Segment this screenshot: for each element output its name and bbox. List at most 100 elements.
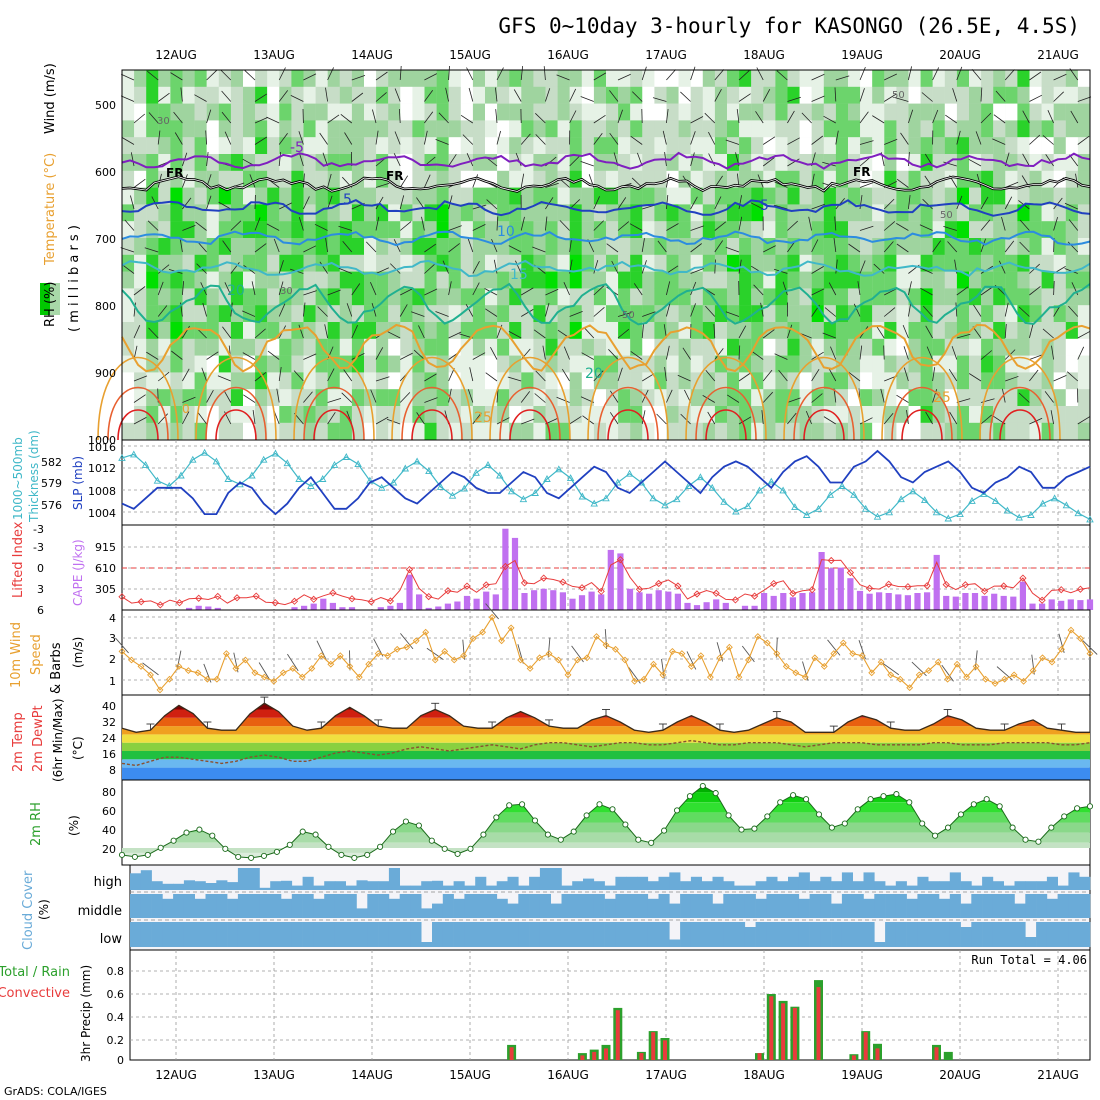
wind-barb — [859, 417, 873, 425]
thickness-point — [755, 486, 764, 494]
rh-cell — [279, 406, 292, 423]
rh-cell — [823, 137, 836, 155]
wind-speed-point — [555, 656, 562, 664]
rh-point — [1048, 824, 1055, 831]
wind-barb — [736, 109, 740, 124]
rh-cell — [472, 137, 486, 155]
wind-barb — [741, 645, 755, 663]
cape-bar — [703, 602, 710, 610]
rh-cell — [920, 305, 933, 323]
wind-barb — [298, 152, 304, 167]
rh-cell — [533, 271, 546, 289]
rh-cell — [279, 305, 292, 323]
rh-cell — [666, 137, 679, 155]
rh-cell — [1041, 288, 1054, 306]
lifted-index-point — [750, 592, 759, 600]
rh-cell — [642, 103, 655, 121]
rh-cell — [920, 137, 933, 155]
rh-cell — [472, 70, 486, 87]
wind-barb — [569, 155, 580, 167]
cloud-bar — [302, 922, 314, 947]
cape-bar — [722, 602, 729, 610]
thickness-point — [1062, 501, 1071, 509]
rh-cell — [666, 120, 679, 138]
lifted-index-point — [118, 593, 126, 601]
cloud-bar — [626, 894, 638, 918]
wind-speed-point — [583, 654, 591, 662]
rh-cell — [243, 389, 256, 407]
rh-point — [260, 852, 268, 859]
rh-cell — [364, 204, 377, 222]
rh-cell — [533, 154, 546, 171]
cape-label: CAPE (J/kg) — [71, 539, 85, 606]
wind-barb — [973, 304, 982, 317]
rh-cell — [630, 305, 643, 323]
rh-cell — [509, 86, 522, 104]
rh-cell — [799, 221, 812, 239]
wind-speed-tick: 4 — [109, 612, 116, 625]
rh-cell — [642, 204, 655, 222]
rh-cell — [775, 338, 788, 356]
wind-speed-point — [915, 671, 923, 679]
rh-cell — [158, 120, 171, 138]
wind-barb — [859, 140, 874, 145]
rh-legend-swatch-light — [50, 283, 60, 315]
cloud-bar — [1068, 922, 1080, 947]
wind-barb — [133, 417, 147, 425]
bottom-date-label: 19AUG — [841, 1068, 883, 1082]
rh-cell — [1053, 154, 1066, 171]
wind-barb — [702, 395, 716, 403]
rh-cell — [642, 254, 655, 272]
rh-cell — [618, 187, 631, 205]
rh-cell — [884, 70, 897, 87]
cloud-bar — [701, 922, 713, 947]
cape-bar — [425, 607, 432, 610]
rh-cell — [593, 355, 607, 373]
cloud-bar — [637, 922, 649, 947]
precip-tick: 0.8 — [107, 965, 125, 978]
rh-cell — [122, 389, 135, 407]
rh-cell — [158, 389, 171, 407]
wind-barb — [726, 394, 740, 403]
cloud-bar — [1036, 894, 1048, 918]
rh-cell — [206, 120, 219, 138]
rh-cell — [835, 322, 849, 339]
wind-barb — [194, 94, 207, 102]
rh-cell — [255, 154, 268, 171]
rh-cell — [848, 406, 861, 423]
wind-barb — [690, 116, 704, 124]
thickness-point — [318, 475, 327, 482]
wind-barb — [340, 113, 353, 124]
rh-cell — [460, 322, 473, 339]
rh-cell — [364, 406, 377, 423]
rh-cell — [388, 254, 401, 272]
thickness-point — [401, 464, 410, 472]
wind-barb — [823, 115, 836, 124]
thickness-point — [189, 455, 197, 463]
wind-barb — [346, 303, 353, 317]
wind-barb — [472, 412, 482, 425]
rh-cell — [823, 372, 836, 390]
wind-speed-tick: 1 — [109, 675, 116, 688]
wind-barb — [633, 283, 643, 296]
wind-barb — [980, 286, 993, 296]
boundary-layer-contour — [901, 409, 943, 441]
temp-tick: 8 — [109, 764, 116, 777]
wind-barb — [121, 73, 135, 81]
rh-cell — [376, 355, 389, 373]
wind-barb — [223, 390, 232, 403]
rh-cell — [848, 86, 861, 104]
cape-bar — [713, 599, 720, 610]
wind-speed-point — [640, 675, 648, 683]
rh-cell — [448, 70, 461, 87]
rh-cell — [727, 422, 740, 440]
wind-barb — [206, 195, 212, 210]
rh-cell — [884, 170, 897, 188]
cloud-bar — [486, 885, 498, 890]
rh-cell — [690, 355, 703, 373]
rh-cell — [618, 389, 631, 407]
rh-cell — [739, 70, 752, 87]
rh-point — [596, 801, 603, 808]
rh-cell — [1041, 238, 1054, 255]
rh-cell — [388, 288, 401, 306]
